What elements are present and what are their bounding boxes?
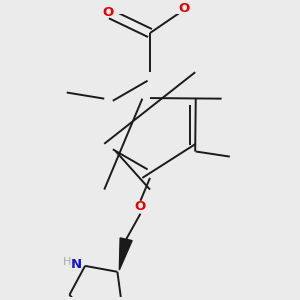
Text: H: H xyxy=(63,257,71,267)
Text: O: O xyxy=(178,2,190,15)
Text: O: O xyxy=(135,200,146,213)
Text: O: O xyxy=(102,6,114,19)
Text: N: N xyxy=(71,258,82,271)
Polygon shape xyxy=(119,238,132,270)
